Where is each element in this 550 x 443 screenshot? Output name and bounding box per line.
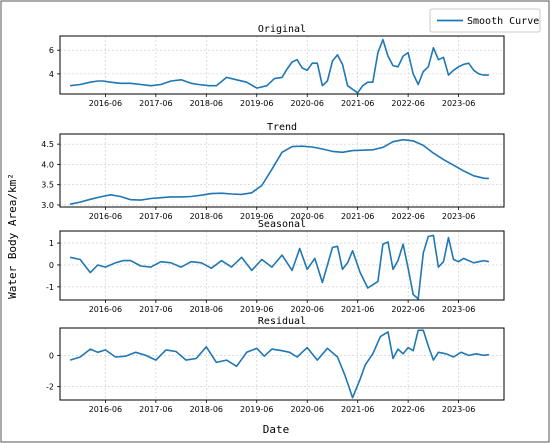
x-tick-label: 2023-06 xyxy=(442,99,475,108)
y-tick-label: 3.0 xyxy=(41,201,54,210)
x-tick-label: 2018-06 xyxy=(190,405,223,414)
x-axis-label: Date xyxy=(263,423,290,436)
x-tick-label: 2021-06 xyxy=(341,212,374,221)
subplot-title: Original xyxy=(258,24,306,35)
series-line-trend xyxy=(69,138,489,205)
subplot-frame xyxy=(59,133,505,208)
x-tick-label: 2017-06 xyxy=(139,212,172,221)
x-tick-label: 2017-06 xyxy=(139,99,172,108)
subplot-residual: Residual 2016-06 2017-06 2018-06 2019-06 2020… xyxy=(46,316,505,414)
subplot-original: Original 2016-06 2017-06 2018-06 2019-06 2020… xyxy=(49,24,505,108)
y-tick-label: 4.5 xyxy=(41,140,54,149)
y-tick-label: 0 xyxy=(49,261,54,270)
y-tick-label: 0 xyxy=(49,351,54,360)
x-tick-label: 2016-06 xyxy=(89,99,122,108)
y-tick-label: 6 xyxy=(49,46,54,55)
x-tick-label: 2017-06 xyxy=(139,305,172,314)
x-tick-label: 2016-06 xyxy=(89,305,122,314)
legend-label: Smooth Curve xyxy=(467,16,539,27)
y-tick-label: 1 xyxy=(49,239,54,248)
series-line-residual xyxy=(69,329,490,399)
y-tick-label: -1 xyxy=(46,283,54,292)
x-tick-label: 2021-06 xyxy=(341,405,374,414)
x-tick-label: 2023-06 xyxy=(442,305,475,314)
x-tick-label: 2021-06 xyxy=(341,99,374,108)
series-line-original xyxy=(70,38,489,94)
subplot-seasonal: Seasonal 2016-06 2017-06 2018-06 2019-06 2020… xyxy=(46,219,505,314)
legend-frame xyxy=(429,8,541,33)
x-tick-label: 2021-06 xyxy=(341,305,374,314)
subplot-frame xyxy=(59,35,505,95)
x-tick-label: 2017-06 xyxy=(139,405,172,414)
subplot-title: Trend xyxy=(267,122,297,133)
x-tick-label: 2022-06 xyxy=(391,212,424,221)
y-tick-label: 4 xyxy=(49,70,54,79)
x-tick-label: 2018-06 xyxy=(190,99,223,108)
y-axis-label: Water Body Area/km² xyxy=(6,173,19,299)
x-tick-label: 2019-06 xyxy=(240,305,273,314)
x-tick-label: 2022-06 xyxy=(391,405,424,414)
x-tick-label: 2019-06 xyxy=(240,405,273,414)
subplots: Original 2016-06 2017-06 2018-06 2019-06 2020… xyxy=(41,24,505,414)
series-line-seasonal xyxy=(69,234,490,300)
x-tick-label: 2019-06 xyxy=(240,212,273,221)
x-tick-label: 2016-06 xyxy=(89,405,122,414)
subplot-title: Seasonal xyxy=(258,219,306,230)
subplot-frame xyxy=(59,327,505,401)
x-tick-label: 2019-06 xyxy=(240,99,273,108)
x-tick-label: 2020-06 xyxy=(291,99,324,108)
x-tick-label: 2023-06 xyxy=(442,405,475,414)
subplot-frame xyxy=(59,230,505,301)
x-tick-label: 2020-06 xyxy=(291,212,324,221)
subplot-title: Residual xyxy=(258,316,306,327)
y-tick-label: -2 xyxy=(46,383,54,392)
x-tick-label: 2023-06 xyxy=(442,212,475,221)
x-tick-label: 2016-06 xyxy=(89,212,122,221)
y-tick-label: 3.5 xyxy=(41,181,54,190)
y-tick-label: 4.0 xyxy=(41,160,54,169)
legend: Smooth Curve xyxy=(429,8,541,33)
x-tick-label: 2018-06 xyxy=(190,212,223,221)
x-tick-label: 2022-06 xyxy=(391,305,424,314)
x-tick-label: 2020-06 xyxy=(291,405,324,414)
x-tick-label: 2020-06 xyxy=(291,305,324,314)
x-tick-label: 2022-06 xyxy=(391,99,424,108)
x-tick-label: 2018-06 xyxy=(190,305,223,314)
subplot-trend: Trend 2016-06 2017-06 2018-06 2019-06 2020-06… xyxy=(41,122,505,221)
